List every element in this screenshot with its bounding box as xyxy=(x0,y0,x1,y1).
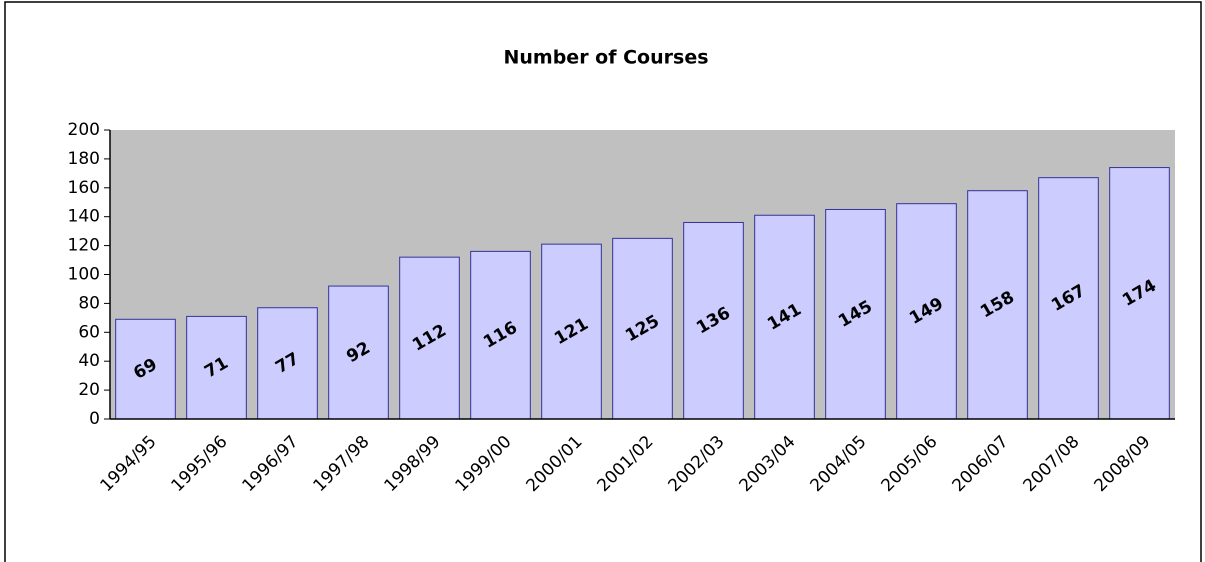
bar xyxy=(399,256,460,420)
y-tick-label: 60 xyxy=(78,322,100,342)
y-tick-label: 80 xyxy=(78,293,100,313)
y-tick-label: 40 xyxy=(78,351,100,371)
bar xyxy=(1038,177,1099,420)
y-tick-label: 120 xyxy=(68,236,100,256)
bar xyxy=(1109,167,1170,420)
y-tick-label: 140 xyxy=(68,207,100,227)
bar xyxy=(257,307,318,420)
bar xyxy=(541,243,602,420)
y-tick-label: 200 xyxy=(68,120,100,140)
y-tick-label: 20 xyxy=(78,380,100,400)
bar xyxy=(754,214,815,420)
bar xyxy=(328,285,389,420)
bar xyxy=(186,315,247,420)
y-tick-label: 180 xyxy=(68,149,100,169)
y-tick-label: 0 xyxy=(89,409,100,429)
bar xyxy=(825,208,886,420)
bar xyxy=(896,203,957,420)
y-tick-label: 160 xyxy=(68,178,100,198)
y-tick-label: 100 xyxy=(68,265,100,285)
chart-title: Number of Courses xyxy=(503,47,708,69)
bar xyxy=(612,237,673,420)
bar xyxy=(115,318,176,420)
bar xyxy=(470,250,531,420)
bar xyxy=(683,221,744,420)
